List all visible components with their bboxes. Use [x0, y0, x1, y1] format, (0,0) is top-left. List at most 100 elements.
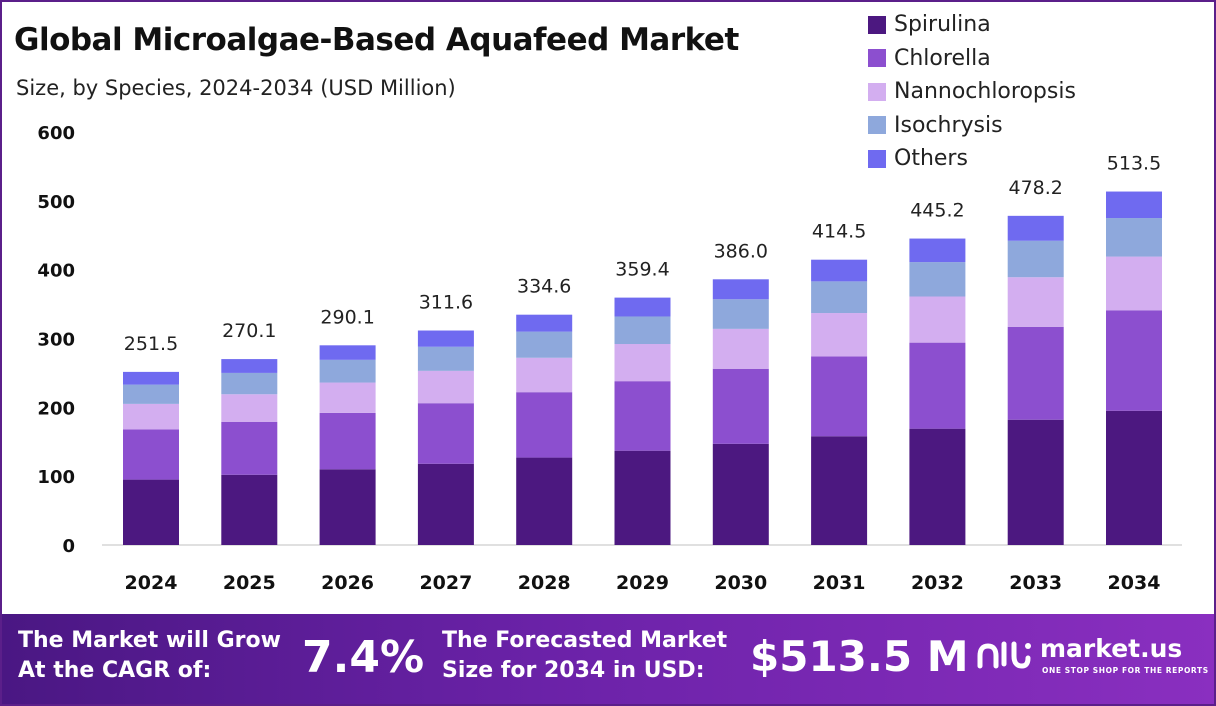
bar-segment-spirulina-2034 — [1106, 410, 1162, 545]
bar-total-label: 290.1 — [320, 306, 374, 328]
bar-segment-spirulina-2030 — [712, 443, 769, 545]
bar-segment-chlorella-2024 — [123, 429, 179, 480]
legend-item-others: Others — [868, 142, 1076, 176]
bar-segment-spirulina-2029 — [614, 450, 671, 545]
legend-swatch — [868, 49, 886, 68]
x-tick-label: 2033 — [1009, 572, 1062, 594]
logo-tagline: ONE STOP SHOP FOR THE REPORTS — [1042, 666, 1209, 675]
bar-total-label: 270.1 — [222, 320, 276, 342]
bar-total-label: 359.4 — [615, 259, 669, 281]
chart-subtitle: Size, by Species, 2024-2034 (USD Million… — [16, 76, 456, 100]
cagr-label: The Market will Grow At the CAGR of: — [18, 626, 281, 686]
legend-label: Spirulina — [894, 12, 991, 38]
cagr-label-line2: At the CAGR of: — [18, 658, 212, 683]
bar-segment-others-2024 — [123, 371, 179, 385]
bar-total-label: 386.0 — [714, 240, 768, 262]
bar-total-label: 251.5 — [124, 333, 178, 355]
cagr-value: 7.4% — [302, 632, 425, 683]
chart-title: Global Microalgae-Based Aquafeed Market — [14, 22, 739, 58]
forecast-label-line2: Size for 2034 in USD: — [442, 658, 705, 683]
logo-name: market.us — [1040, 634, 1183, 663]
x-tick-label: 2030 — [714, 572, 767, 594]
x-tick-label: 2031 — [813, 572, 866, 594]
bar-segment-spirulina-2031 — [811, 436, 868, 545]
bar-segment-isochrysis-2032 — [909, 262, 966, 297]
bar-segment-others-2028 — [516, 314, 573, 332]
bar-segment-others-2029 — [614, 297, 671, 317]
bar-total-label: 513.5 — [1107, 153, 1161, 175]
stacked-bar-chart: 0 100 200 300 400 500 600 251.5 2024 270.1 2025 290… — [37, 123, 1182, 594]
legend-label: Others — [894, 146, 968, 172]
forecast-value: $513.5 M — [750, 632, 969, 681]
bar-segment-isochrysis-2028 — [516, 331, 573, 358]
forecast-label-line1: The Forecasted Market — [442, 628, 728, 653]
bar-total-label: 311.6 — [419, 292, 473, 314]
bar-segment-isochrysis-2025 — [221, 372, 278, 395]
legend-swatch — [868, 116, 886, 135]
bar-segment-spirulina-2027 — [417, 463, 474, 545]
bar-total-label: 478.2 — [1008, 177, 1062, 199]
x-tick-label: 2025 — [223, 572, 276, 594]
x-tick-label: 2029 — [616, 572, 669, 594]
bar-segment-chlorella-2034 — [1106, 310, 1162, 411]
legend-item-nannochloropsis: Nannochloropsis — [868, 75, 1076, 109]
bar-segment-nannochloropsis-2031 — [811, 313, 868, 357]
bar-segment-nannochloropsis-2034 — [1106, 256, 1162, 311]
bar-segment-isochrysis-2033 — [1007, 240, 1064, 278]
bar-segment-spirulina-2032 — [909, 428, 966, 545]
bar-segment-chlorella-2027 — [417, 403, 474, 464]
legend-item-chlorella: Chlorella — [868, 42, 1076, 76]
bar-segment-isochrysis-2026 — [319, 359, 376, 383]
forecast-label: The Forecasted Market Size for 2034 in U… — [442, 626, 727, 686]
bar-segment-chlorella-2032 — [909, 342, 966, 429]
bar-segment-chlorella-2025 — [221, 421, 278, 475]
bar-segment-others-2031 — [811, 259, 868, 282]
bar-segment-nannochloropsis-2027 — [417, 370, 474, 404]
bar-total-label: 445.2 — [910, 200, 964, 222]
bar-segment-spirulina-2026 — [319, 469, 376, 545]
bar-segment-nannochloropsis-2030 — [712, 328, 769, 369]
bar-segment-nannochloropsis-2024 — [123, 403, 179, 430]
bar-segment-nannochloropsis-2033 — [1007, 277, 1064, 327]
legend-label: Isochrysis — [894, 112, 1003, 138]
bar-segment-chlorella-2026 — [319, 412, 376, 470]
bar-segment-chlorella-2033 — [1007, 326, 1064, 420]
legend-swatch — [868, 82, 886, 101]
bar-segment-spirulina-2028 — [516, 457, 573, 545]
bar-total-label: 334.6 — [517, 276, 571, 298]
legend-swatch — [868, 15, 886, 34]
bar-segment-others-2027 — [417, 330, 474, 347]
bar-segment-others-2030 — [712, 279, 769, 300]
bar-segment-chlorella-2028 — [516, 392, 573, 458]
x-tick-label: 2034 — [1108, 572, 1161, 594]
bar-segment-isochrysis-2024 — [123, 384, 179, 404]
legend-item-spirulina: Spirulina — [868, 8, 1076, 42]
summary-banner: The Market will Grow At the CAGR of: 7.4… — [2, 614, 1214, 704]
legend-label: Nannochloropsis — [894, 79, 1076, 105]
x-tick-label: 2027 — [419, 572, 472, 594]
x-tick-label: 2028 — [518, 572, 571, 594]
bar-segment-isochrysis-2029 — [614, 316, 671, 345]
x-tick-label: 2024 — [125, 572, 178, 594]
bar-segment-isochrysis-2031 — [811, 281, 868, 314]
bar-segment-others-2026 — [319, 345, 376, 360]
cagr-label-line1: The Market will Grow — [18, 628, 281, 653]
bar-segment-nannochloropsis-2026 — [319, 382, 376, 413]
bar-segment-chlorella-2031 — [811, 356, 868, 437]
bar-segment-spirulina-2024 — [123, 479, 179, 545]
bar-total-label: 414.5 — [812, 221, 866, 243]
bar-segment-isochrysis-2027 — [417, 346, 474, 371]
bar-segment-isochrysis-2034 — [1106, 218, 1162, 257]
x-tick-label: 2032 — [911, 572, 964, 594]
y-tick-label: 100 — [37, 467, 75, 488]
bar-segment-spirulina-2033 — [1007, 419, 1064, 545]
legend-swatch — [868, 149, 886, 168]
bar-segment-others-2033 — [1007, 215, 1064, 241]
bar-segment-isochrysis-2030 — [712, 299, 769, 329]
y-tick-label: 200 — [37, 398, 75, 419]
y-tick-label: 600 — [37, 123, 75, 144]
x-tick-label: 2026 — [321, 572, 374, 594]
bar-segment-chlorella-2030 — [712, 368, 769, 444]
legend-label: Chlorella — [894, 45, 991, 71]
